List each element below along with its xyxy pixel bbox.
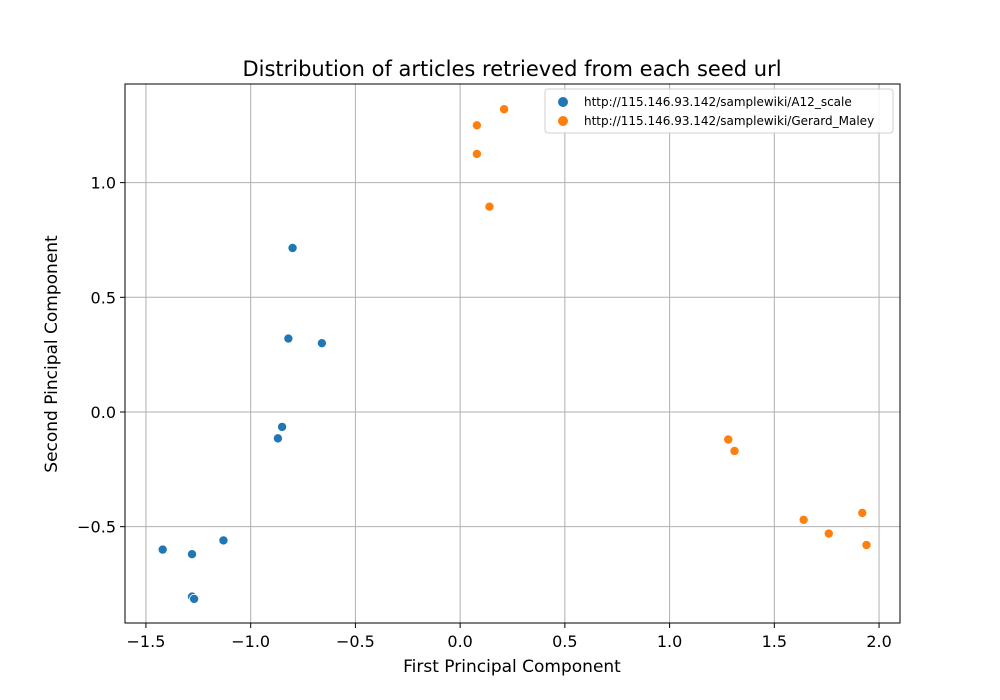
data-point-a12-scale (287, 242, 298, 253)
x-tick-label: 1.5 (762, 632, 787, 651)
axis-ticks: −1.5 −1.0 −0.5 0.0 0.5 1.0 1.5 2.0 −0.5 0.0 0.5 1.0 (77, 174, 892, 651)
y-tick-label: 0.5 (91, 288, 116, 307)
x-tick-label: 2.0 (866, 632, 891, 651)
x-axis-label: First Principal Component (403, 657, 621, 677)
data-point-a12-scale (283, 333, 294, 344)
x-tick-label: 0.0 (447, 632, 472, 651)
legend-label-gerard-maley: http://115.146.93.142/samplewiki/Gerard_… (584, 114, 874, 128)
data-point-gerard-maley (484, 201, 495, 212)
data-point-gerard-maley (471, 120, 482, 131)
x-tick-label: −0.5 (336, 632, 375, 651)
legend-marker-gerard-maley (558, 116, 568, 126)
data-points (157, 104, 872, 604)
y-tick-label: 0.0 (91, 403, 116, 422)
data-point-a12-scale (277, 421, 288, 432)
y-tick-label: 1.0 (91, 174, 116, 193)
data-point-gerard-maley (499, 104, 510, 115)
data-point-a12-scale (187, 549, 198, 560)
plot-frame (124, 83, 901, 624)
x-tick-label: 1.0 (657, 632, 682, 651)
x-tick-label: −1.5 (127, 632, 166, 651)
data-point-a12-scale (189, 593, 200, 604)
data-point-gerard-maley (471, 148, 482, 159)
y-axis-label: Second Pincipal Component (42, 235, 62, 473)
data-point-gerard-maley (823, 528, 834, 539)
data-point-a12-scale (157, 544, 168, 555)
data-point-gerard-maley (723, 434, 734, 445)
data-point-gerard-maley (798, 514, 809, 525)
y-tick-label: −0.5 (77, 518, 116, 537)
data-point-gerard-maley (861, 540, 872, 551)
x-tick-label: −1.0 (231, 632, 270, 651)
x-tick-label: 0.5 (552, 632, 577, 651)
grid-lines (125, 84, 900, 623)
legend-box (544, 88, 894, 134)
data-point-a12-scale (316, 338, 327, 349)
legend-marker-a12-scale (558, 97, 568, 107)
data-point-a12-scale (272, 433, 283, 444)
legend-label-a12-scale: http://115.146.93.142/samplewiki/A12_sca… (584, 95, 852, 109)
data-point-gerard-maley (729, 445, 740, 456)
data-point-a12-scale (218, 535, 229, 546)
chart-title: Distribution of articles retrieved from … (242, 57, 781, 81)
data-point-gerard-maley (857, 507, 868, 518)
legend: http://115.146.93.142/samplewiki/A12_sca… (544, 88, 894, 134)
